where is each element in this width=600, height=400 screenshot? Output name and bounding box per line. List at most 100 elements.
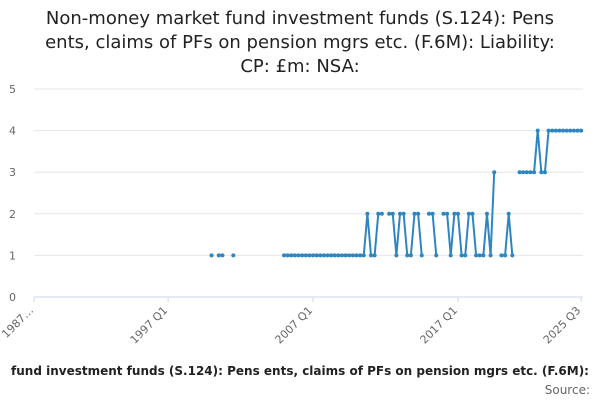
data-point[interactable] (463, 253, 468, 258)
chart-title: Non-money market fund investment funds (… (45, 8, 555, 77)
data-point[interactable] (564, 128, 569, 133)
data-point[interactable] (376, 211, 381, 216)
data-point[interactable] (282, 253, 287, 258)
series-line-segment (428, 212, 438, 256)
data-point[interactable] (521, 170, 526, 175)
data-point[interactable] (354, 253, 359, 258)
data-point[interactable] (546, 128, 551, 133)
data-point[interactable] (398, 211, 402, 216)
data-point[interactable] (372, 253, 377, 258)
data-point[interactable] (484, 211, 489, 216)
data-point[interactable] (216, 253, 221, 258)
data-point[interactable] (311, 253, 316, 258)
data-point[interactable] (430, 211, 435, 216)
data-point[interactable] (343, 253, 348, 258)
data-point[interactable] (289, 253, 294, 258)
data-point[interactable] (434, 253, 439, 258)
data-point[interactable] (550, 128, 555, 133)
data-point[interactable] (408, 253, 413, 258)
data-point[interactable] (416, 211, 421, 216)
data-point[interactable] (452, 211, 457, 216)
data-point[interactable] (517, 170, 522, 175)
data-point[interactable] (459, 253, 464, 258)
data-point[interactable] (481, 253, 486, 258)
data-point[interactable] (441, 211, 446, 216)
data-point[interactable] (347, 253, 352, 258)
data-point[interactable] (510, 253, 515, 258)
data-point[interactable] (445, 211, 450, 216)
data-point[interactable] (524, 170, 529, 175)
data-point[interactable] (292, 253, 297, 258)
data-point[interactable] (579, 128, 584, 133)
data-point[interactable] (571, 128, 576, 133)
series-points (209, 128, 584, 258)
y-axis: 0 1 2 3 4 5 (9, 83, 16, 304)
data-point[interactable] (387, 211, 392, 216)
source-credit[interactable]: Source: (545, 383, 590, 397)
data-point[interactable] (361, 253, 366, 258)
data-point[interactable] (220, 253, 225, 258)
data-point[interactable] (542, 170, 547, 175)
data-point[interactable] (325, 253, 330, 258)
data-point[interactable] (532, 170, 537, 175)
x-tick-label: 2007 Q1 (273, 304, 316, 347)
data-point[interactable] (300, 253, 305, 258)
data-point[interactable] (477, 253, 482, 258)
x-tick-label: 1987… (0, 304, 36, 341)
data-point[interactable] (499, 253, 504, 258)
data-point[interactable] (561, 128, 566, 133)
data-point[interactable] (329, 253, 334, 258)
data-point[interactable] (492, 170, 497, 175)
data-point[interactable] (553, 128, 558, 133)
data-point[interactable] (296, 253, 301, 258)
data-point[interactable] (557, 128, 562, 133)
series-line-segment (284, 212, 382, 257)
data-point[interactable] (503, 253, 508, 258)
x-axis: 1987… 1997 Q1 2007 Q1 2017 Q1 2025 Q3 (0, 296, 583, 347)
data-point[interactable] (314, 253, 319, 258)
data-point[interactable] (394, 253, 399, 258)
data-point[interactable] (358, 253, 363, 258)
data-point[interactable] (365, 211, 370, 216)
data-point[interactable] (448, 253, 453, 258)
data-point[interactable] (285, 253, 290, 258)
data-point[interactable] (390, 211, 395, 216)
data-point[interactable] (568, 128, 573, 133)
data-point[interactable] (528, 170, 533, 175)
data-point[interactable] (307, 253, 312, 258)
x-tick-label: 1997 Q1 (128, 304, 171, 347)
data-point[interactable] (539, 170, 544, 175)
data-point[interactable] (405, 253, 410, 258)
data-point[interactable] (321, 253, 326, 258)
data-point[interactable] (340, 253, 345, 258)
data-point[interactable] (318, 253, 323, 258)
data-point[interactable] (412, 211, 417, 216)
series-line-segment (501, 212, 514, 257)
data-point[interactable] (401, 211, 406, 216)
data-point[interactable] (332, 253, 337, 258)
data-point[interactable] (470, 211, 475, 216)
data-point[interactable] (231, 253, 236, 258)
grid-lines (34, 88, 583, 298)
data-point[interactable] (535, 128, 540, 133)
data-point[interactable] (426, 211, 431, 216)
data-point[interactable] (303, 253, 308, 258)
data-point[interactable] (379, 211, 384, 216)
chart-title-line-3: CP: £m: NSA: (240, 56, 359, 77)
data-point[interactable] (506, 211, 511, 216)
series-line-segment (519, 129, 582, 174)
data-point[interactable] (336, 253, 341, 258)
data-point[interactable] (369, 253, 374, 258)
y-tick-label: 2 (9, 208, 16, 221)
data-point[interactable] (488, 253, 493, 258)
x-tick-label: 2017 Q1 (418, 304, 461, 347)
legend-item[interactable]: fund investment funds (S.124): Pens ents… (11, 364, 589, 378)
y-tick-label: 4 (9, 125, 16, 138)
data-point[interactable] (209, 253, 214, 258)
data-point[interactable] (455, 211, 460, 216)
data-point[interactable] (419, 253, 424, 258)
data-point[interactable] (474, 253, 479, 258)
data-point[interactable] (350, 253, 355, 258)
data-point[interactable] (575, 128, 580, 133)
data-point[interactable] (466, 211, 471, 216)
